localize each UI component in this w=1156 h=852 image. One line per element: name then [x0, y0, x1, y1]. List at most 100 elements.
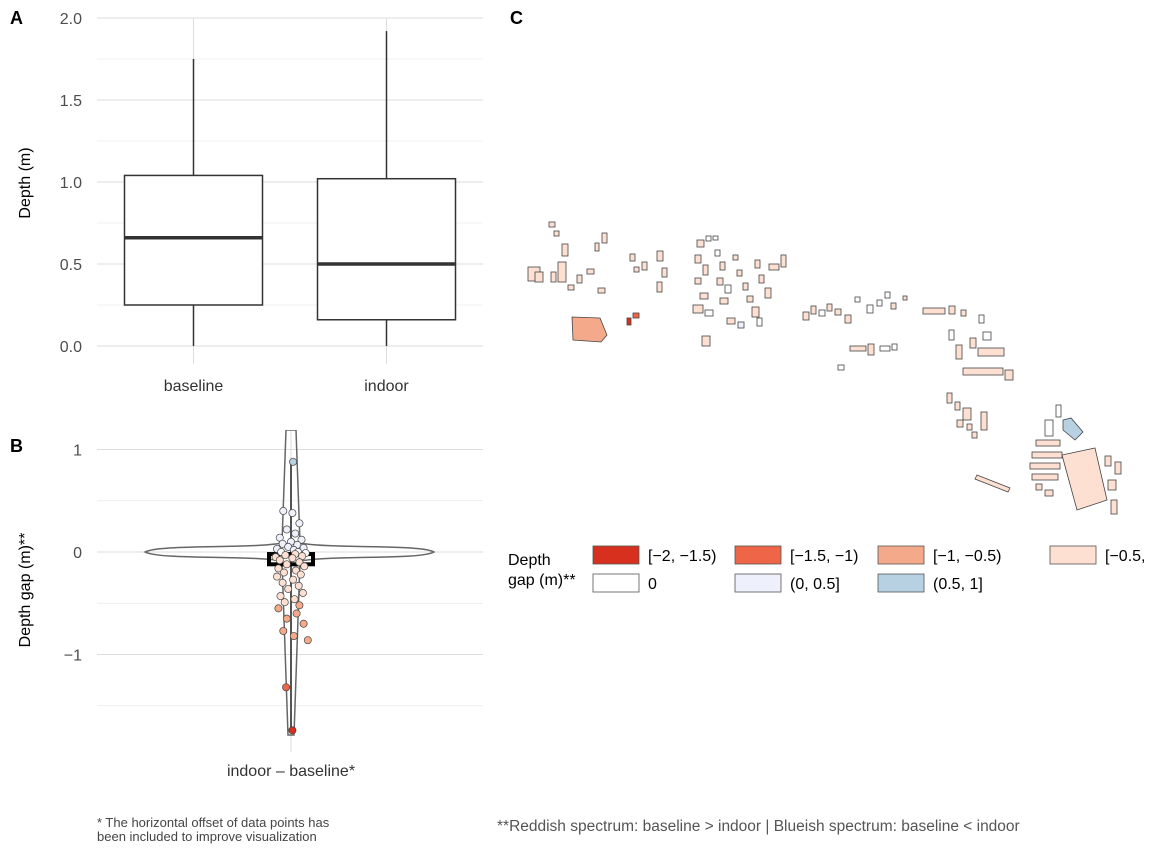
- building: [756, 317, 763, 327]
- building-strip: [974, 474, 1011, 493]
- legend-title-line2: gap (m)**: [508, 572, 576, 589]
- building: [764, 287, 772, 299]
- building: [692, 304, 704, 314]
- building: [980, 411, 988, 431]
- data-point: [298, 589, 307, 597]
- legend-label: (0, 0.5]: [790, 576, 840, 593]
- building-orange: [632, 312, 640, 319]
- building: [1104, 455, 1112, 467]
- building: [810, 305, 817, 315]
- building: [702, 264, 709, 276]
- legend-swatch: [877, 545, 925, 565]
- building: [696, 239, 705, 248]
- data-point: [295, 601, 304, 610]
- legend-label: [−0.5, 0): [1105, 548, 1145, 565]
- building: [694, 277, 702, 285]
- legend-swatch: [734, 545, 782, 565]
- panel-b-xlabel: indoor – baseline*: [227, 763, 355, 780]
- building: [954, 401, 961, 411]
- data-point: [297, 535, 306, 544]
- building: [956, 419, 964, 428]
- building: [890, 302, 897, 310]
- building-red: [626, 317, 632, 326]
- building: [948, 305, 956, 315]
- building: [746, 295, 754, 303]
- data-point: [295, 519, 304, 528]
- legend-label: [−1.5, −1): [790, 548, 859, 565]
- data-point: [288, 509, 297, 518]
- panel-b-ylabel: Depth gap (m)**: [17, 533, 34, 648]
- x-tick-label: baseline: [164, 378, 224, 395]
- data-point: [300, 562, 309, 571]
- panel-b-letter: B: [10, 436, 23, 456]
- box-baseline: [123, 174, 264, 306]
- building: [1029, 462, 1061, 470]
- data-point: [274, 604, 283, 613]
- building: [576, 274, 583, 284]
- legend-label: (0.5, 1]: [933, 576, 983, 593]
- data-point: [273, 572, 281, 581]
- building: [1031, 473, 1059, 481]
- y-tick-label: 2.0: [60, 11, 82, 28]
- panel-b-box: [267, 461, 315, 732]
- panel-c-legend: Depth gap (m)** [−2, −1.5) [−1.5, −1) [−1,…: [508, 545, 1145, 593]
- building: [849, 345, 867, 352]
- building: [962, 367, 1004, 376]
- building-large-east: [1061, 447, 1108, 511]
- offset-footnote-line1: * The horizontal offset of data points h…: [97, 815, 330, 830]
- building: [1044, 419, 1054, 437]
- building: [656, 250, 664, 262]
- building: [960, 309, 967, 317]
- building: [716, 277, 724, 286]
- data-point: [281, 551, 290, 560]
- building: [726, 317, 736, 325]
- data-point: [279, 507, 288, 515]
- building: [553, 230, 560, 237]
- panel-a-y-ticks: 0.0 0.5 1.0 1.5 2.0: [60, 11, 82, 356]
- building: [1044, 489, 1054, 497]
- building: [712, 235, 719, 241]
- building: [844, 314, 852, 324]
- panel-a-letter: A: [10, 8, 23, 28]
- building: [891, 343, 898, 351]
- building: [977, 347, 1005, 357]
- building: [534, 271, 544, 283]
- building: [548, 221, 556, 228]
- building: [826, 303, 833, 312]
- panel-b-y-ticks: 1 0 −1: [64, 443, 82, 665]
- panel-b-violin-scatter: B Depth gap (m)** 1 0 −1 indoor – baseline…: [10, 430, 483, 780]
- building: [948, 329, 955, 341]
- building: [737, 321, 745, 329]
- data-point: [274, 564, 283, 573]
- building: [601, 232, 608, 244]
- building: [557, 261, 567, 283]
- data-point: [291, 529, 300, 538]
- data-point: [289, 457, 298, 466]
- panel-a-boxplot: A Depth (m) 0.0 0.5 1.0 1.5 2.0 baseline indo…: [10, 8, 483, 395]
- legend-title-line1: Depth: [508, 552, 551, 569]
- building: [633, 266, 640, 273]
- building: [966, 423, 973, 431]
- building: [971, 431, 978, 439]
- y-tick-label: 1.5: [60, 93, 82, 110]
- building: [661, 267, 668, 278]
- legend-swatch: [592, 573, 640, 593]
- y-tick-label: 0: [73, 545, 82, 562]
- panel-a-x-ticks: baseline indoor: [164, 378, 410, 395]
- data-point: [292, 609, 301, 618]
- panel-b-points: [271, 457, 312, 735]
- building: [946, 392, 953, 404]
- building: [742, 282, 749, 291]
- y-tick-label: 1.0: [60, 175, 82, 192]
- data-point: [284, 584, 293, 593]
- building: [705, 235, 712, 242]
- building: [834, 308, 842, 316]
- data-point: [289, 575, 298, 584]
- y-tick-label: 1: [73, 443, 82, 460]
- building: [714, 249, 721, 257]
- building: [879, 345, 891, 352]
- data-point: [280, 598, 289, 607]
- data-point: [294, 581, 303, 590]
- y-tick-label: 0.5: [60, 257, 82, 274]
- building: [982, 331, 992, 341]
